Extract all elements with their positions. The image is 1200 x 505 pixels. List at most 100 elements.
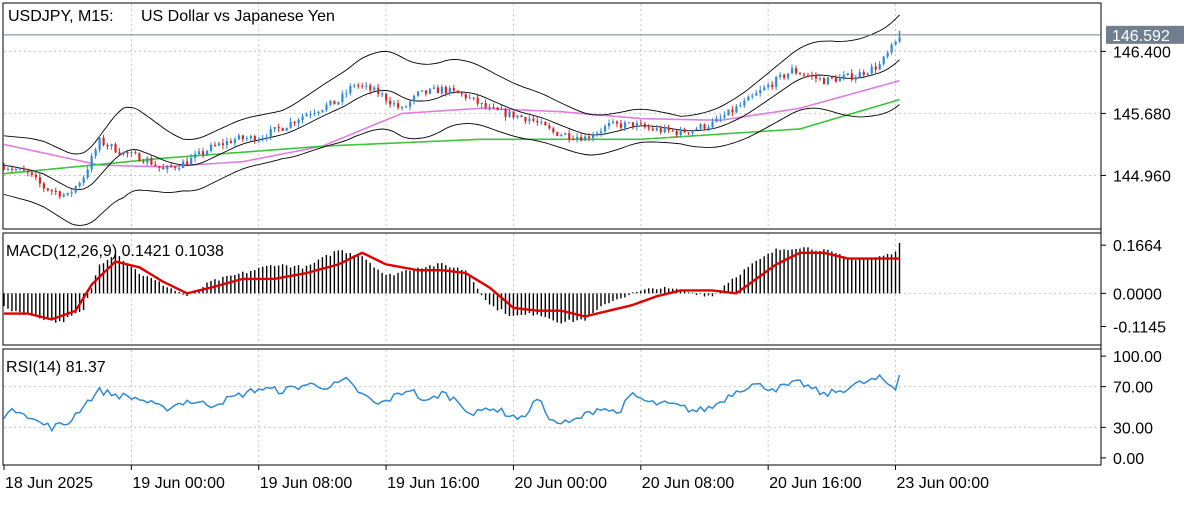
candle[interactable] [834,74,838,83]
candle[interactable] [771,81,774,90]
candle[interactable] [795,65,798,75]
candle[interactable] [540,118,543,125]
candle[interactable] [337,101,340,106]
candle[interactable] [890,42,893,55]
candle[interactable] [464,93,467,101]
candle[interactable] [536,116,539,126]
candle[interactable] [138,152,141,162]
candle[interactable] [858,68,861,78]
candle[interactable] [504,107,507,121]
candle[interactable] [870,63,873,77]
candle[interactable] [568,129,571,143]
candle[interactable] [34,171,38,181]
candle[interactable] [866,72,869,77]
candle[interactable] [496,107,499,111]
candle[interactable] [687,132,690,135]
candle[interactable] [799,71,802,75]
candle[interactable] [309,110,312,119]
candle[interactable] [30,171,34,177]
candle[interactable] [655,124,658,132]
candle[interactable] [389,96,392,108]
candle[interactable] [329,100,332,107]
candle[interactable] [198,147,201,156]
candle[interactable] [532,115,535,123]
candle[interactable] [508,107,511,118]
candle[interactable] [826,76,830,86]
candle[interactable] [588,133,591,142]
candle[interactable] [576,133,579,143]
candle[interactable] [313,109,316,117]
candle[interactable] [484,99,487,110]
candle[interactable] [615,120,619,128]
candle[interactable] [488,103,491,111]
candle[interactable] [377,83,380,98]
candle[interactable] [213,141,217,147]
candle[interactable] [241,134,244,142]
candle[interactable] [512,111,515,120]
candle[interactable] [659,125,662,135]
candle[interactable] [476,94,479,107]
candle[interactable] [293,120,296,127]
candle[interactable] [603,123,607,136]
candle[interactable] [580,132,583,142]
candle[interactable] [667,124,670,134]
candle[interactable] [237,133,241,141]
candle[interactable] [245,135,248,142]
candle[interactable] [584,134,587,141]
candle[interactable] [850,69,853,82]
candle[interactable] [257,136,260,143]
candle[interactable] [723,111,726,119]
candle[interactable] [878,61,881,71]
candle[interactable] [158,166,161,172]
candle[interactable] [560,133,563,137]
candle[interactable] [78,181,81,188]
candle[interactable] [440,84,443,97]
candle[interactable] [524,116,527,124]
candle[interactable] [432,84,436,90]
candle[interactable] [596,130,599,137]
candle[interactable] [261,135,264,142]
candle[interactable] [572,135,575,141]
candle[interactable] [647,124,650,131]
candle[interactable] [751,93,754,100]
candle[interactable] [50,188,53,195]
candle[interactable] [428,88,432,95]
candle[interactable] [70,189,73,197]
candle[interactable] [66,192,69,197]
candle[interactable] [217,141,221,147]
candle[interactable] [416,91,420,98]
candle[interactable] [838,73,841,82]
candle[interactable] [281,127,284,132]
candle[interactable] [54,187,57,196]
candle[interactable] [333,100,336,105]
candle[interactable] [448,85,451,96]
candle[interactable] [225,137,229,149]
candle[interactable] [122,151,125,157]
candle[interactable] [142,158,145,164]
candle[interactable] [114,142,117,153]
candle[interactable] [882,55,885,66]
candle[interactable] [325,102,328,113]
candle[interactable] [830,76,834,80]
candle[interactable] [401,105,404,111]
candle[interactable] [719,114,722,123]
candle[interactable] [552,126,555,135]
candle[interactable] [110,143,113,150]
candle[interactable] [627,122,631,124]
candle[interactable] [289,117,292,129]
candle[interactable] [26,168,30,177]
candle[interactable] [516,114,519,119]
candle[interactable] [209,142,213,153]
candle[interactable] [321,109,324,113]
candle[interactable] [82,175,85,186]
candle[interactable] [361,82,364,89]
candle[interactable] [810,71,814,80]
candle[interactable] [699,123,702,131]
candle[interactable] [743,97,746,108]
candle[interactable] [707,124,710,132]
candle[interactable] [194,150,197,163]
candle[interactable] [253,134,256,144]
candle[interactable] [317,110,320,116]
candle[interactable] [492,103,495,109]
candle[interactable] [623,120,627,132]
